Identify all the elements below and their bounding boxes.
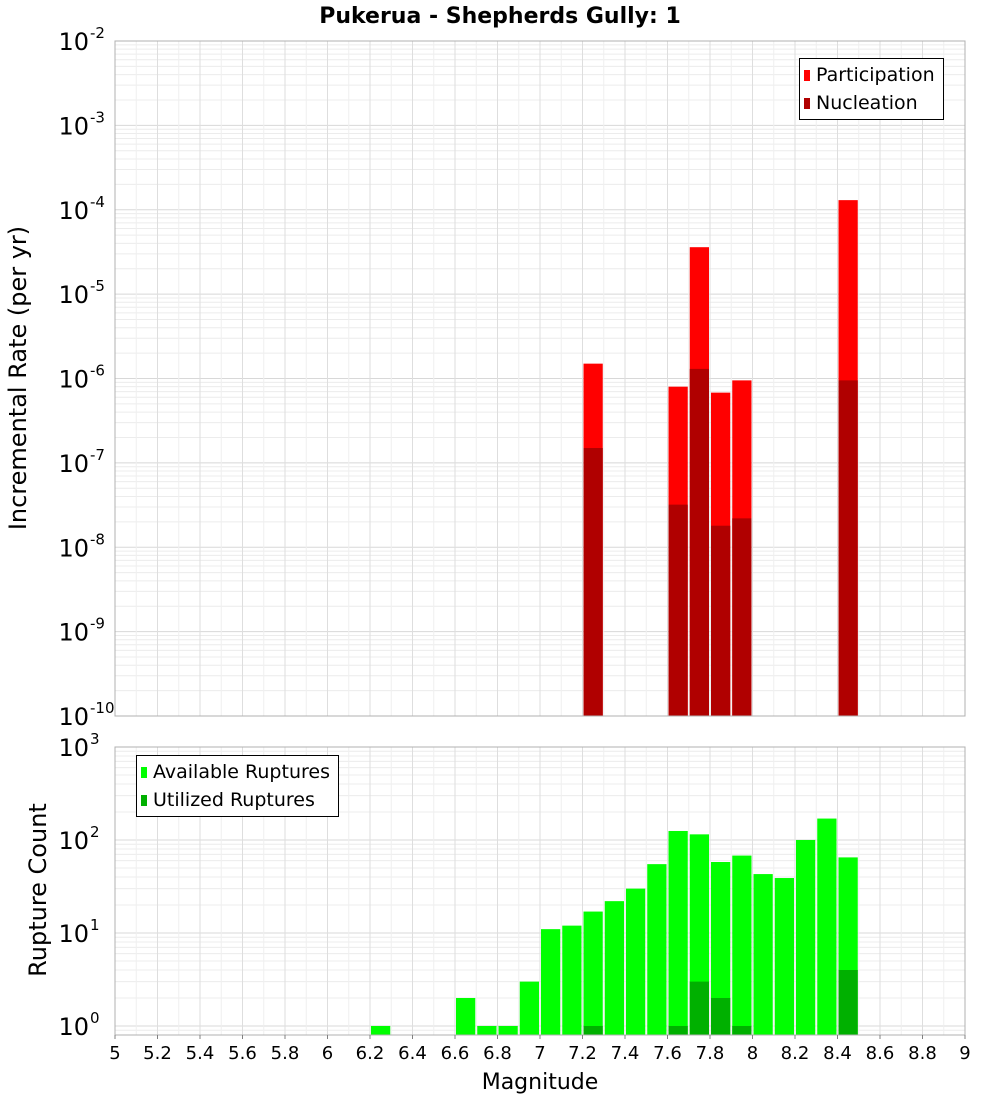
- bottom-bar-available-ruptures: [604, 901, 624, 1035]
- top-bar-nucleation: [689, 368, 709, 716]
- top-y-tick-label: 10: [58, 366, 89, 394]
- top-y-tick-label: 10: [58, 281, 89, 309]
- bottom-legend: Available Ruptures Utilized Ruptures: [136, 755, 339, 817]
- top-bar-nucleation: [583, 448, 603, 716]
- top-y-tick-exponent: -10: [90, 699, 115, 717]
- bottom-y-tick-label: 10: [58, 1013, 89, 1041]
- x-tick-label: 8.4: [823, 1043, 852, 1064]
- top-y-tick-label: 10: [58, 28, 89, 56]
- bottom-bar-available-ruptures: [371, 1025, 391, 1035]
- available-swatch: [141, 766, 147, 778]
- top-y-tick-exponent: -2: [90, 24, 105, 42]
- x-tick-label: 6.4: [398, 1043, 427, 1064]
- bottom-bar-utilized-ruptures: [583, 1025, 603, 1035]
- bottom-y-tick-exponent: 1: [90, 916, 100, 934]
- bottom-bar-available-ruptures: [626, 888, 646, 1035]
- bottom-bar-utilized-ruptures: [668, 1025, 688, 1035]
- x-axis-label: Magnitude: [481, 1070, 599, 1095]
- top-bar-nucleation: [732, 518, 752, 716]
- x-tick-label: 6.6: [441, 1043, 470, 1064]
- bottom-bar-available-ruptures: [753, 874, 773, 1035]
- top-y-tick-label: 10: [58, 534, 89, 562]
- bottom-bar-available-ruptures: [456, 997, 476, 1035]
- nucleation-swatch: [804, 97, 810, 109]
- top-y-tick-label: 10: [58, 197, 89, 225]
- bottom-bar-utilized-ruptures: [838, 969, 858, 1035]
- x-tick-label: 5.8: [271, 1043, 300, 1064]
- bottom-bar-available-ruptures: [817, 818, 837, 1035]
- x-tick-label: 5.6: [228, 1043, 257, 1064]
- top-bar-nucleation: [711, 525, 731, 716]
- x-tick-label: 8: [747, 1043, 758, 1064]
- top-bar-nucleation: [668, 504, 688, 716]
- top-y-tick-label: 10: [58, 112, 89, 140]
- legend-entry-available: Available Ruptures: [141, 758, 330, 786]
- x-tick-label: 6.8: [483, 1043, 512, 1064]
- top-y-tick-label: 10: [58, 619, 89, 647]
- legend-entry-utilized: Utilized Ruptures: [141, 786, 330, 814]
- x-tick-label: 7.6: [653, 1043, 682, 1064]
- top-y-tick-exponent: -7: [90, 446, 105, 464]
- x-tick-label: 5.4: [186, 1043, 215, 1064]
- legend-label-utilized: Utilized Ruptures: [153, 789, 315, 811]
- top-legend: Participation Nucleation: [799, 58, 944, 120]
- bottom-bar-available-ruptures: [668, 830, 688, 1035]
- x-tick-label: 5: [109, 1043, 120, 1064]
- x-tick-label: 6.2: [356, 1043, 385, 1064]
- participation-swatch: [804, 69, 810, 81]
- bottom-bar-available-ruptures: [562, 925, 582, 1035]
- x-tick-label: 7: [534, 1043, 545, 1064]
- bottom-y-tick-exponent: 3: [90, 730, 100, 748]
- x-tick-label: 8.6: [866, 1043, 895, 1064]
- bottom-bar-available-ruptures: [583, 911, 603, 1035]
- x-tick-label: 5.2: [143, 1043, 172, 1064]
- bottom-y-tick-label: 10: [58, 920, 89, 948]
- bottom-bar-utilized-ruptures: [689, 981, 709, 1035]
- top-y-tick-label: 10: [58, 703, 89, 731]
- top-y-tick-exponent: -4: [90, 193, 105, 211]
- top-y-tick-exponent: -9: [90, 615, 105, 633]
- top-y-tick-label: 10: [58, 450, 89, 478]
- bottom-bar-available-ruptures: [541, 929, 561, 1035]
- x-tick-label: 7.2: [568, 1043, 597, 1064]
- bottom-bar-available-ruptures: [498, 1025, 518, 1035]
- top-y-tick-exponent: -6: [90, 362, 105, 380]
- bottom-bar-available-ruptures: [796, 839, 816, 1035]
- chart-title: Pukerua - Shepherds Gully: 1: [319, 4, 681, 29]
- bottom-bar-available-ruptures: [647, 864, 667, 1035]
- bottom-y-tick-label: 10: [58, 734, 89, 762]
- bottom-bar-utilized-ruptures: [711, 997, 731, 1035]
- x-tick-label: 7.8: [696, 1043, 725, 1064]
- x-tick-label: 9: [959, 1043, 970, 1064]
- x-tick-label: 6: [322, 1043, 333, 1064]
- bottom-y-tick-label: 10: [58, 827, 89, 855]
- legend-label-participation: Participation: [816, 64, 935, 86]
- x-tick-label: 7.4: [611, 1043, 640, 1064]
- bottom-bar-available-ruptures: [477, 1025, 497, 1035]
- utilized-swatch: [141, 794, 147, 806]
- bottom-y-tick-exponent: 2: [90, 823, 100, 841]
- legend-entry-participation: Participation: [804, 61, 935, 89]
- bottom-bar-available-ruptures: [732, 855, 752, 1035]
- bottom-bar-available-ruptures: [519, 981, 539, 1035]
- bottom-bar-available-ruptures: [711, 861, 731, 1035]
- x-tick-label: 8.2: [781, 1043, 810, 1064]
- x-tick-label: 8.8: [908, 1043, 937, 1064]
- legend-label-nucleation: Nucleation: [816, 92, 918, 114]
- bottom-bar-utilized-ruptures: [732, 1025, 752, 1035]
- top-y-tick-exponent: -3: [90, 108, 105, 126]
- bottom-bar-available-ruptures: [774, 878, 794, 1035]
- top-bar-nucleation: [838, 380, 858, 716]
- legend-entry-nucleation: Nucleation: [804, 89, 935, 117]
- top-plot-frame: [114, 40, 966, 717]
- top-y-tick-exponent: -8: [90, 530, 105, 548]
- bottom-y-tick-exponent: 0: [90, 1009, 100, 1027]
- legend-label-available: Available Ruptures: [153, 761, 330, 783]
- top-y-tick-exponent: -5: [90, 277, 105, 295]
